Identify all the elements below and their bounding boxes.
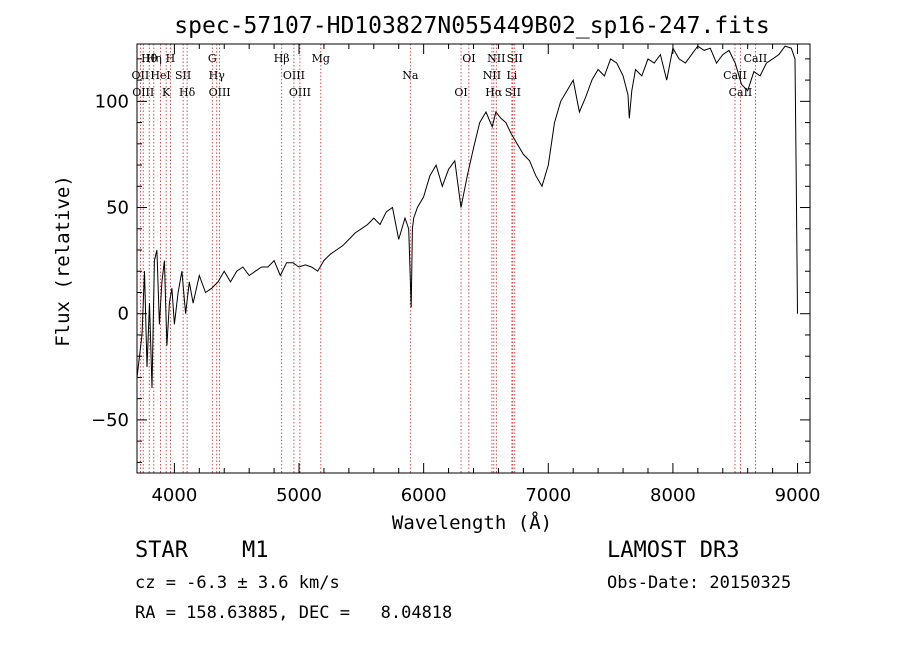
y-tick-label: −50 bbox=[91, 410, 129, 431]
tick-labels: 4000 5000 6000 7000 8000 9000 −50 0 50 100 bbox=[91, 91, 820, 506]
x-tick-label: 7000 bbox=[525, 485, 571, 506]
axis-ticks bbox=[137, 44, 810, 473]
line-label-13: OIII bbox=[283, 69, 305, 82]
line-label-12: Hβ bbox=[274, 52, 290, 65]
line-label-10: Hγ bbox=[209, 69, 226, 82]
line-label-3: Hη bbox=[146, 52, 162, 65]
x-tick-label: 4000 bbox=[151, 485, 197, 506]
line-label-23: SII bbox=[505, 86, 521, 99]
x-tick-label: 5000 bbox=[276, 485, 322, 506]
line-label-9: G bbox=[208, 52, 217, 65]
line-label-14: OIII bbox=[289, 86, 311, 99]
line-label-17: OI bbox=[454, 86, 467, 99]
object-class: STAR bbox=[135, 538, 188, 563]
chart-title: spec-57107-HD103827N055449B02_sp16-247.f… bbox=[174, 13, 769, 39]
line-label-24: SII bbox=[507, 52, 523, 65]
x-tick-label: 6000 bbox=[401, 485, 447, 506]
plot-frame bbox=[136, 43, 811, 474]
line-label-22: Li bbox=[506, 69, 517, 82]
line-label-21: NII bbox=[487, 52, 505, 65]
line-label-4: HeI bbox=[150, 69, 170, 82]
y-tick-label: 50 bbox=[106, 198, 129, 219]
line-label-27: CaII bbox=[744, 52, 768, 65]
x-tick-label: 9000 bbox=[775, 485, 821, 506]
spectrum-chart: spec-57107-HD103827N055449B02_sp16-247.f… bbox=[52, 13, 820, 534]
line-label-18: OI bbox=[462, 52, 475, 65]
line-label-8: Hδ bbox=[179, 86, 196, 99]
line-label-20: Hα bbox=[485, 86, 503, 99]
line-label-25: CaII bbox=[723, 69, 747, 82]
line-label-16: Na bbox=[402, 69, 419, 82]
spectrum-series-line bbox=[136, 45, 798, 389]
line-label-6: H bbox=[166, 52, 176, 65]
line-label-5: K bbox=[162, 86, 171, 99]
spectral-subclass: M1 bbox=[242, 538, 269, 563]
line-label-1: OII bbox=[132, 69, 150, 82]
emission-line-labels: Hθ OII OIII Hη HeI K H SII Hδ G Hγ OIII Hβ OIII OIII Mg… bbox=[132, 52, 768, 99]
line-label-15: Mg bbox=[312, 52, 330, 65]
x-axis-label: Wavelength (Å) bbox=[392, 511, 552, 534]
y-tick-label: 0 bbox=[118, 304, 129, 325]
y-tick-label: 100 bbox=[95, 91, 129, 112]
emission-line-markers bbox=[139, 44, 756, 473]
observation-date: Obs-Date: 20150325 bbox=[607, 573, 792, 593]
y-axis-label: Flux (relative) bbox=[52, 175, 74, 347]
redshift-velocity: cz = -6.3 ± 3.6 km/s bbox=[135, 573, 340, 593]
line-label-2: OIII bbox=[132, 86, 154, 99]
x-tick-label: 8000 bbox=[650, 485, 696, 506]
line-label-0: Hθ bbox=[141, 52, 158, 65]
line-label-19: NII bbox=[483, 69, 501, 82]
line-label-11: OIII bbox=[209, 86, 231, 99]
survey-name: LAMOST DR3 bbox=[607, 538, 740, 563]
line-label-7: SII bbox=[175, 69, 191, 82]
sky-coordinates: RA = 158.63885, DEC = 8.04818 bbox=[135, 603, 453, 623]
